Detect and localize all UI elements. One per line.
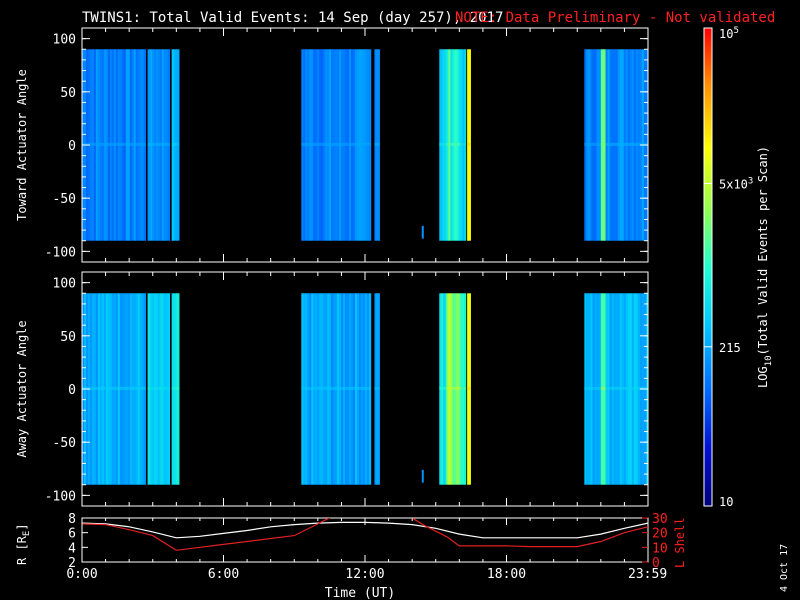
toward-y-axis: 100 50 0 -50 -100: [45, 28, 649, 262]
colorbar-tick-label: 5x103: [719, 176, 753, 191]
zero-angle-band: [147, 386, 151, 390]
y-tick-label: 2: [68, 556, 76, 571]
zero-angle-band: [460, 142, 466, 146]
zero-angle-band: [147, 142, 151, 146]
ephemeris-lshell-label: L Shell: [673, 517, 687, 568]
zero-angle-band: [150, 386, 170, 390]
y-tick-label: 4: [68, 541, 76, 556]
zero-angle-band: [584, 142, 601, 146]
x-tick-label: 18:00: [487, 567, 526, 582]
ephemeris-r-label: R [RE]: [15, 523, 32, 565]
zero-angle-band: [467, 386, 471, 390]
y-tick-label: -100: [45, 245, 76, 260]
colorbar-label: LOG10(Total Valid Events per Scan): [756, 146, 774, 388]
zero-angle-band: [446, 142, 461, 146]
y-tick-label: -50: [53, 192, 76, 207]
zero-angle-band: [446, 386, 461, 390]
y-tick-label: 6: [68, 527, 76, 542]
zero-angle-band: [600, 142, 606, 146]
zero-angle-band: [439, 142, 447, 146]
y-tick-label: 8: [68, 512, 76, 527]
y-tick-label: 0: [68, 383, 76, 398]
lshell-tick-label: 10: [652, 541, 668, 556]
zero-angle-band: [301, 142, 371, 146]
zero-angle-band: [467, 142, 471, 146]
lshell-tick-label: 0: [652, 556, 660, 571]
zero-angle-band: [176, 386, 180, 390]
x-tick-label: 0:00: [66, 567, 97, 582]
zero-angle-band: [600, 386, 606, 390]
plot-title: TWINS1: Total Valid Events: 14 Sep (day …: [82, 10, 503, 26]
zero-angle-band: [605, 142, 648, 146]
zero-angle-band: [301, 386, 371, 390]
x-tick-label: 12:00: [345, 567, 384, 582]
y-tick-label: -50: [53, 436, 76, 451]
y-tick-label: 100: [53, 33, 76, 48]
y-tick-label: 50: [60, 86, 76, 101]
lshell-tick-label: 30: [652, 512, 668, 527]
colorbar-tick-label: 10: [719, 495, 733, 509]
zero-angle-band: [82, 386, 146, 390]
y-tick-label: 0: [68, 139, 76, 154]
y-tick-label: 100: [53, 277, 76, 292]
y-tick-label: 50: [60, 330, 76, 345]
colorbar-tick-label: 215: [719, 341, 741, 355]
colorbar-ticks: 105 5x103 215 10: [704, 26, 753, 509]
date-stamp: 4 Oct 17: [779, 544, 790, 592]
x-tick-label: 23:59: [628, 567, 667, 582]
x-tick-label: 6:00: [208, 567, 239, 582]
lshell-line: [82, 518, 648, 551]
away-y-axis: 100 50 0 -50 -100: [45, 272, 649, 506]
preliminary-note: NOTE: Data Preliminary - Not validated: [455, 10, 775, 26]
x-axis-label: Time (UT): [325, 586, 395, 600]
toward-y-label: Toward Actuator Angle: [15, 69, 29, 221]
zero-angle-band: [584, 386, 601, 390]
zero-angle-band: [150, 142, 170, 146]
away-y-label: Away Actuator Angle: [15, 320, 29, 457]
colorbar: [704, 28, 712, 506]
zero-angle-band: [460, 386, 466, 390]
zero-angle-band: [176, 142, 180, 146]
zero-angle-band: [171, 142, 177, 146]
heatmap-spike: [421, 469, 424, 483]
zero-angle-band: [171, 386, 177, 390]
lshell-tick-label: 20: [652, 527, 668, 542]
colorbar-tick-label: 105: [719, 26, 739, 41]
zero-angle-band: [374, 142, 380, 146]
y-tick-label: -100: [45, 489, 76, 504]
zero-angle-band: [439, 386, 447, 390]
heatmap-spike: [421, 225, 424, 239]
zero-angle-band: [82, 142, 146, 146]
zero-angle-band: [605, 386, 648, 390]
zero-angle-band: [374, 386, 380, 390]
